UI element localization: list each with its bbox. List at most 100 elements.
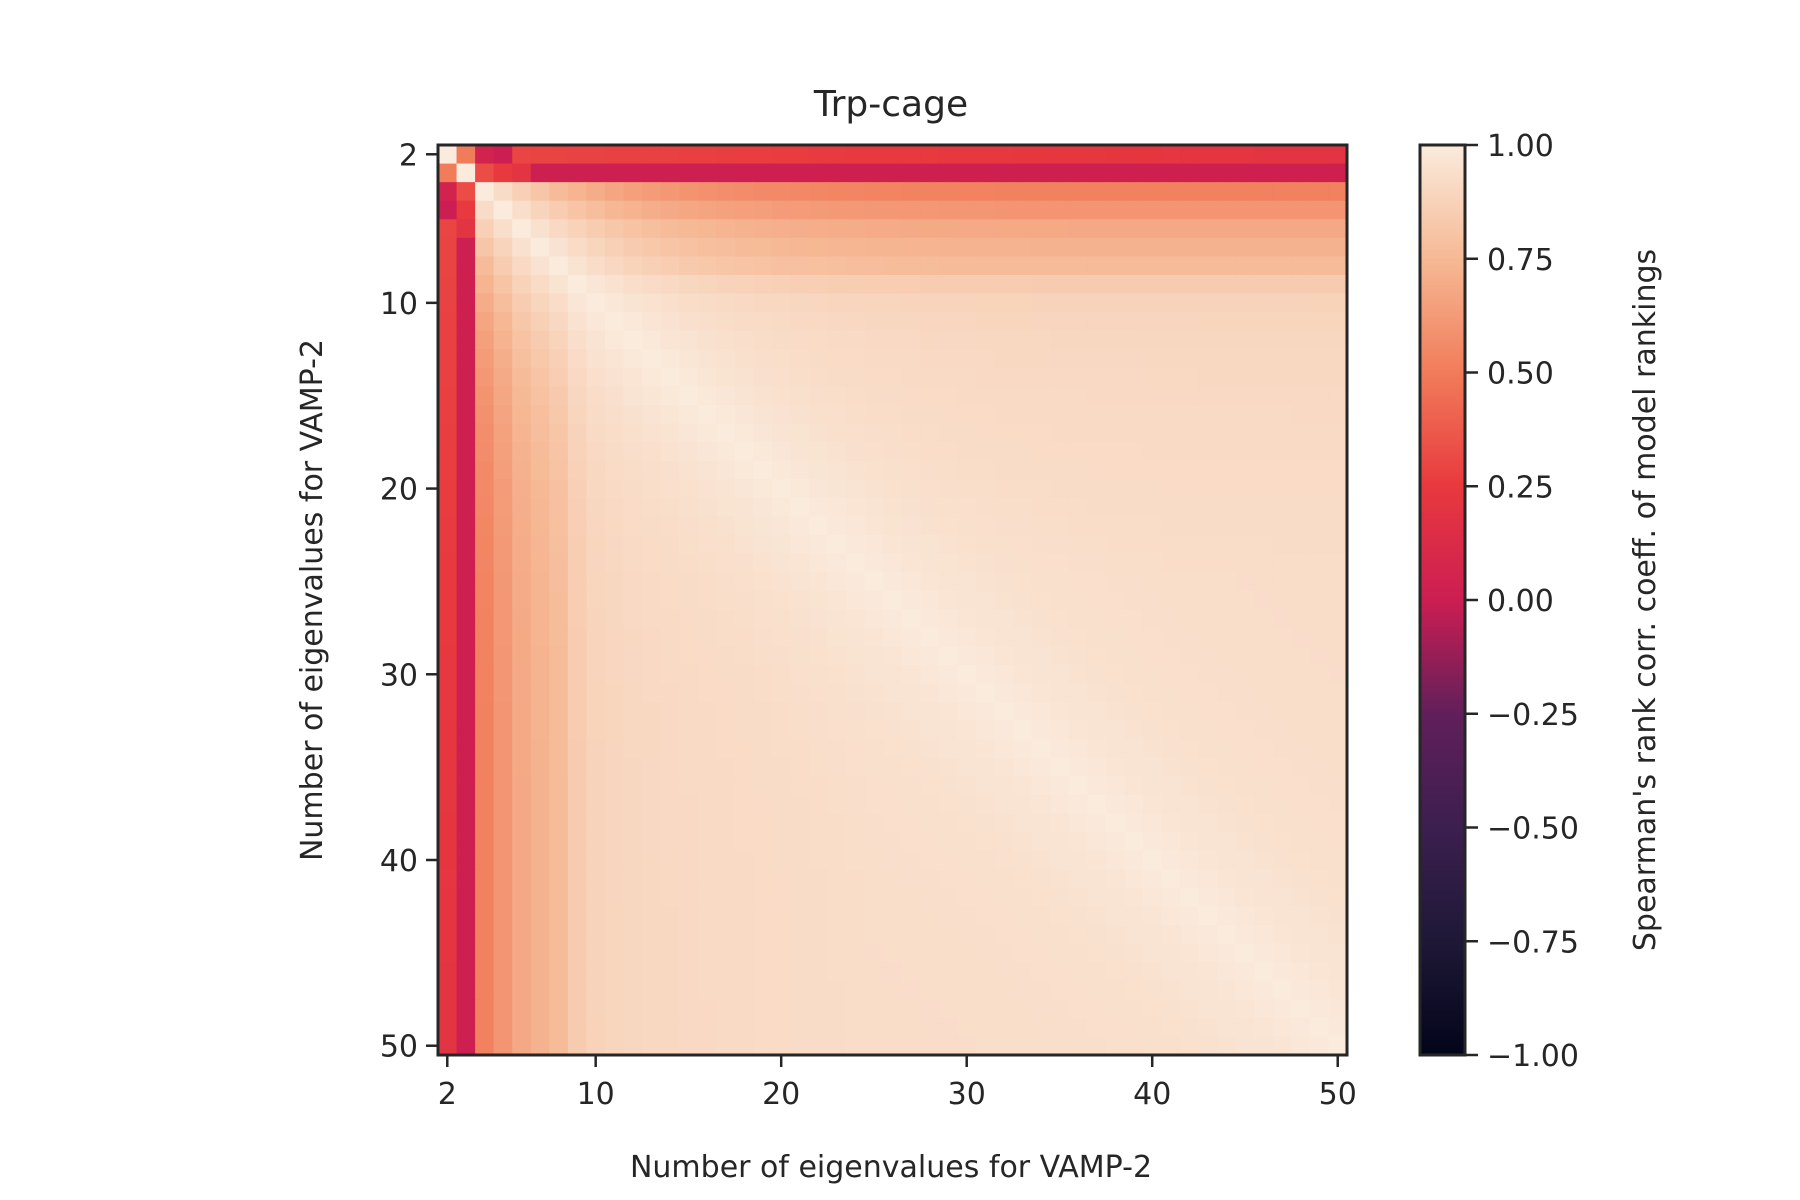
- heatmap-cell: [938, 776, 959, 796]
- heatmap-cell: [1217, 609, 1237, 629]
- heatmap-cell: [456, 739, 476, 759]
- heatmap-cell: [679, 683, 699, 703]
- y-tick-label: 2: [399, 138, 418, 173]
- heatmap-cell: [1309, 237, 1330, 258]
- heatmap-cell: [901, 330, 921, 350]
- heatmap-cell: [604, 553, 625, 573]
- heatmap-cell: [1309, 405, 1330, 425]
- heatmap-cell: [716, 906, 736, 926]
- heatmap-cell: [1087, 665, 1107, 685]
- heatmap-cell: [1050, 442, 1070, 462]
- heatmap-cell: [1309, 850, 1330, 870]
- heatmap-cell: [1235, 293, 1255, 313]
- heatmap-cell: [438, 776, 458, 796]
- heatmap-cell: [1161, 256, 1181, 276]
- heatmap-cell: [1050, 182, 1070, 202]
- heatmap-cell: [604, 479, 625, 499]
- heatmap-cell: [994, 813, 1014, 833]
- heatmap-cell: [697, 720, 717, 740]
- heatmap-cell: [549, 999, 569, 1019]
- heatmap-cell: [975, 293, 996, 313]
- heatmap-cell: [994, 683, 1014, 703]
- heatmap-cell: [1198, 460, 1218, 480]
- heatmap-cell: [809, 627, 829, 648]
- heatmap-cell: [1254, 925, 1274, 945]
- heatmap-cell: [1142, 535, 1163, 555]
- heatmap-cell: [790, 999, 810, 1019]
- heatmap-cell: [623, 925, 643, 945]
- heatmap-cell: [679, 720, 699, 740]
- heatmap-cell: [512, 869, 532, 889]
- heatmap-cell: [1013, 887, 1033, 908]
- heatmap-cell: [493, 757, 513, 778]
- heatmap-cell: [716, 887, 736, 908]
- heatmap-cell: [586, 925, 606, 945]
- heatmap-cell: [567, 349, 588, 369]
- heatmap-cell: [1031, 943, 1051, 963]
- heatmap-cell: [623, 627, 643, 648]
- heatmap-cell: [642, 999, 662, 1019]
- heatmap-cell: [1068, 813, 1088, 833]
- heatmap-cell: [1087, 330, 1107, 350]
- heatmap-cell: [1254, 442, 1274, 462]
- heatmap-cell: [734, 516, 754, 536]
- heatmap-cell: [642, 442, 662, 462]
- heatmap-cell: [1272, 460, 1292, 480]
- heatmap-cell: [716, 256, 736, 276]
- heatmap-cell: [1013, 386, 1033, 406]
- heatmap-cell: [1180, 200, 1200, 220]
- heatmap-cell: [994, 330, 1014, 350]
- heatmap-cell: [623, 442, 643, 462]
- x-tick-label: 40: [1133, 1077, 1171, 1112]
- heatmap-cell: [1180, 869, 1200, 889]
- heatmap-cell: [1087, 832, 1107, 852]
- heatmap-cell: [1309, 609, 1330, 629]
- heatmap-cell: [920, 609, 940, 629]
- heatmap-cell: [1309, 1036, 1330, 1056]
- heatmap-cell: [809, 1017, 829, 1038]
- heatmap-cell: [1291, 237, 1311, 258]
- heatmap-cell: [1142, 627, 1163, 648]
- heatmap-cell: [1050, 665, 1070, 685]
- heatmap-cell: [753, 145, 773, 165]
- heatmap-cell: [1309, 572, 1330, 592]
- heatmap-cell: [1235, 962, 1255, 982]
- heatmap-cell: [512, 442, 532, 462]
- heatmap-cell: [1272, 627, 1292, 648]
- heatmap-cell: [1087, 1036, 1107, 1056]
- heatmap-cell: [697, 813, 717, 833]
- heatmap-cell: [753, 200, 773, 220]
- heatmap-cell: [530, 627, 550, 648]
- heatmap-cell: [530, 665, 550, 685]
- heatmap-cell: [679, 590, 699, 610]
- heatmap-cell: [660, 312, 680, 332]
- heatmap-cell: [827, 219, 847, 239]
- heatmap-cell: [530, 516, 550, 536]
- heatmap-cell: [475, 776, 495, 796]
- heatmap-cell: [864, 442, 884, 462]
- heatmap-cell: [864, 720, 884, 740]
- heatmap-cell: [734, 925, 754, 945]
- heatmap-cell: [567, 757, 588, 778]
- heatmap-cell: [512, 646, 532, 666]
- heatmap-cell: [827, 999, 847, 1019]
- heatmap-cell: [920, 869, 940, 889]
- heatmap-cell: [475, 423, 495, 443]
- heatmap-cell: [1013, 405, 1033, 425]
- heatmap-cell: [1087, 943, 1107, 963]
- heatmap-cell: [1198, 813, 1218, 833]
- heatmap-cell: [586, 572, 606, 592]
- heatmap-cell: [1031, 590, 1051, 610]
- heatmap-cell: [1087, 627, 1107, 648]
- heatmap-cell: [901, 460, 921, 480]
- heatmap-cell: [512, 293, 532, 313]
- heatmap-cell: [1161, 460, 1181, 480]
- heatmap-cell: [1328, 590, 1348, 610]
- heatmap-cell: [642, 683, 662, 703]
- heatmap-cell: [679, 200, 699, 220]
- heatmap-cell: [586, 423, 606, 443]
- heatmap-cell: [1235, 776, 1255, 796]
- heatmap-cell: [827, 497, 847, 518]
- heatmap-cell: [1272, 553, 1292, 573]
- heatmap-cell: [1013, 200, 1033, 220]
